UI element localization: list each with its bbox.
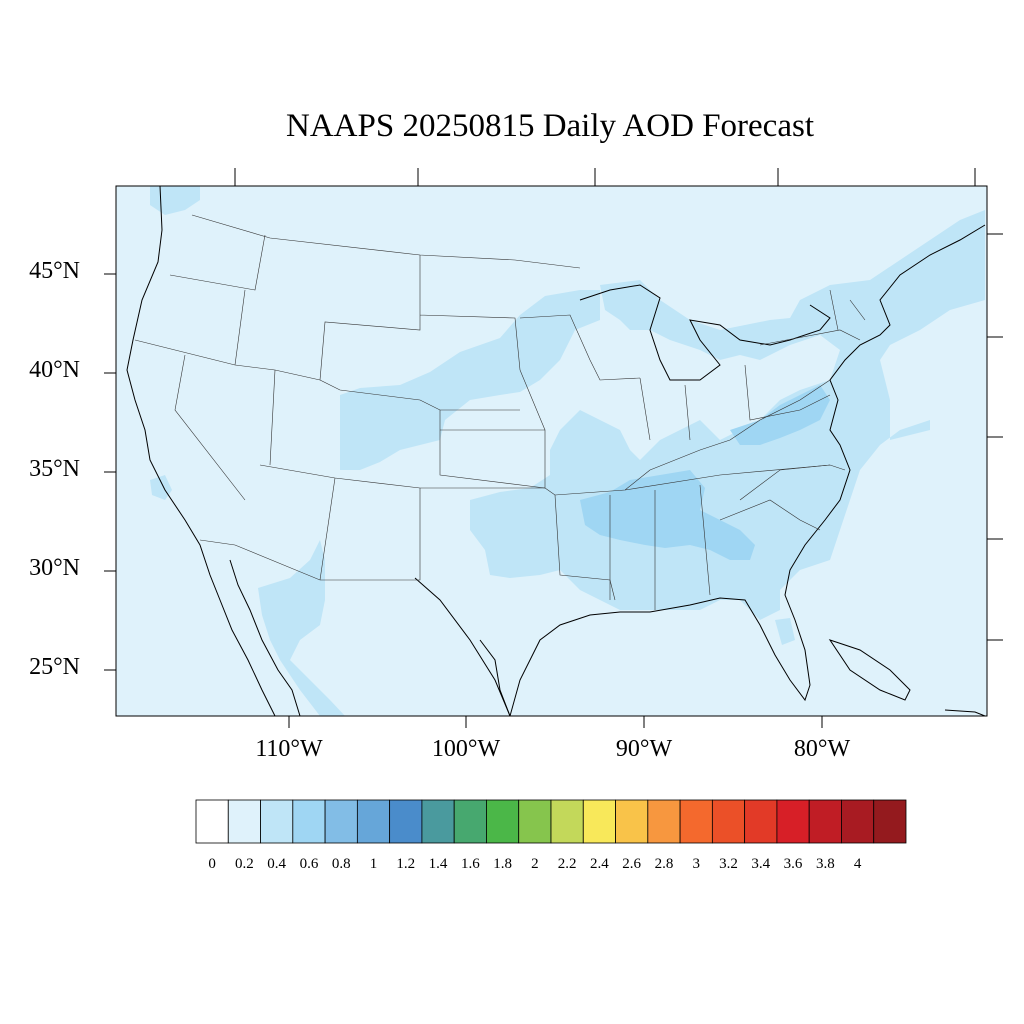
colorbar-tick-label: 2.8 bbox=[654, 856, 674, 872]
colorbar-swatch bbox=[195, 799, 229, 844]
aod-region-mexico bbox=[258, 540, 345, 716]
coastline-baja bbox=[229, 559, 301, 716]
coastline-mexico-east bbox=[479, 639, 511, 716]
colorbar-tick-label: 2.6 bbox=[622, 856, 642, 872]
coastline-west bbox=[126, 186, 276, 716]
aod-region-baja bbox=[150, 475, 172, 500]
lat-tick-label: 40°N bbox=[29, 357, 80, 383]
colorbar-swatch bbox=[550, 799, 584, 844]
colorbar-tick-label: 1.6 bbox=[460, 856, 480, 872]
colorbar-swatch bbox=[711, 799, 746, 844]
colorbar-tick-label: 1.8 bbox=[493, 856, 512, 872]
colorbar-tick-label: 3.6 bbox=[783, 856, 803, 872]
lon-tick-label: 90°W bbox=[615, 736, 673, 762]
lon-tick-label: 100°W bbox=[431, 736, 501, 762]
colorbar-swatch bbox=[292, 799, 326, 844]
axis-ticks bbox=[104, 168, 1003, 728]
colorbar-swatch bbox=[453, 799, 487, 844]
colorbar-swatch bbox=[776, 799, 810, 844]
colorbar-swatch bbox=[324, 799, 358, 844]
aod-level-0.4-0.6 bbox=[580, 385, 830, 560]
colorbar-tick-label: 2 bbox=[531, 856, 539, 872]
aod-region-central-plains bbox=[340, 290, 600, 470]
colorbar-swatch bbox=[841, 799, 875, 844]
aod-region-pacific-nw bbox=[150, 186, 200, 215]
map-title: NAAPS 20250815 Daily AOD Forecast bbox=[286, 108, 814, 144]
state-boundaries bbox=[134, 214, 866, 610]
colorbar-swatch bbox=[808, 799, 842, 844]
colorbar-tick-label: 0.8 bbox=[331, 856, 351, 872]
colorbar-tick-label: 1 bbox=[369, 856, 378, 872]
colorbar-tick-label: 2.4 bbox=[590, 856, 609, 872]
lon-tick-label: 110°W bbox=[255, 736, 323, 762]
colorbar-swatch bbox=[873, 799, 907, 844]
colorbar-tick-label: 3 bbox=[692, 856, 700, 872]
colorbar-swatch bbox=[260, 799, 294, 844]
colorbar-swatch bbox=[582, 799, 616, 844]
colorbar-swatch bbox=[356, 799, 391, 844]
colorbar-tick-label: 4 bbox=[853, 856, 862, 872]
colorbar-swatch bbox=[486, 799, 520, 844]
lat-tick-label: 35°N bbox=[29, 456, 80, 482]
colorbar-tick-label: 2.2 bbox=[557, 856, 577, 872]
lat-tick-label: 30°N bbox=[29, 555, 80, 581]
coastline-bahamas bbox=[944, 709, 986, 716]
lon-tick-label: 80°W bbox=[793, 736, 851, 762]
colorbar-swatch bbox=[421, 799, 455, 844]
colorbar-tick-label: 3.8 bbox=[815, 856, 835, 872]
map-border bbox=[115, 185, 988, 717]
aod-region-florida-east bbox=[775, 618, 795, 645]
colorbar-tick-label: 3.4 bbox=[751, 856, 771, 872]
coastline-cuba bbox=[828, 639, 911, 701]
colorbar-swatch bbox=[518, 799, 552, 844]
colorbar-tick-label: 0 bbox=[208, 856, 216, 872]
lat-tick-label: 45°N bbox=[29, 258, 80, 284]
colorbar-swatch bbox=[389, 799, 423, 844]
colorbar-tick-label: 0.6 bbox=[299, 856, 319, 872]
colorbar-swatch bbox=[744, 799, 778, 844]
colorbar-swatch bbox=[679, 799, 713, 844]
colorbar-tick-label: 0.4 bbox=[267, 856, 287, 872]
coastlines bbox=[126, 186, 986, 716]
colorbar-tick-label: 1.2 bbox=[396, 856, 416, 872]
aod-region-mid-atlantic bbox=[730, 385, 830, 445]
colorbar-swatch bbox=[227, 799, 261, 844]
colorbar-tick-label: 0.2 bbox=[235, 856, 254, 872]
colorbar-swatch bbox=[647, 799, 681, 844]
aod-region-tennessee-alabama bbox=[580, 470, 755, 560]
coastline-gulf bbox=[414, 224, 986, 716]
colorbar-swatch bbox=[615, 799, 649, 844]
colorbar-tick-label: 3.2 bbox=[719, 856, 738, 872]
lat-tick-label: 25°N bbox=[29, 654, 80, 680]
colorbar-tick-label: 1.4 bbox=[428, 856, 448, 872]
